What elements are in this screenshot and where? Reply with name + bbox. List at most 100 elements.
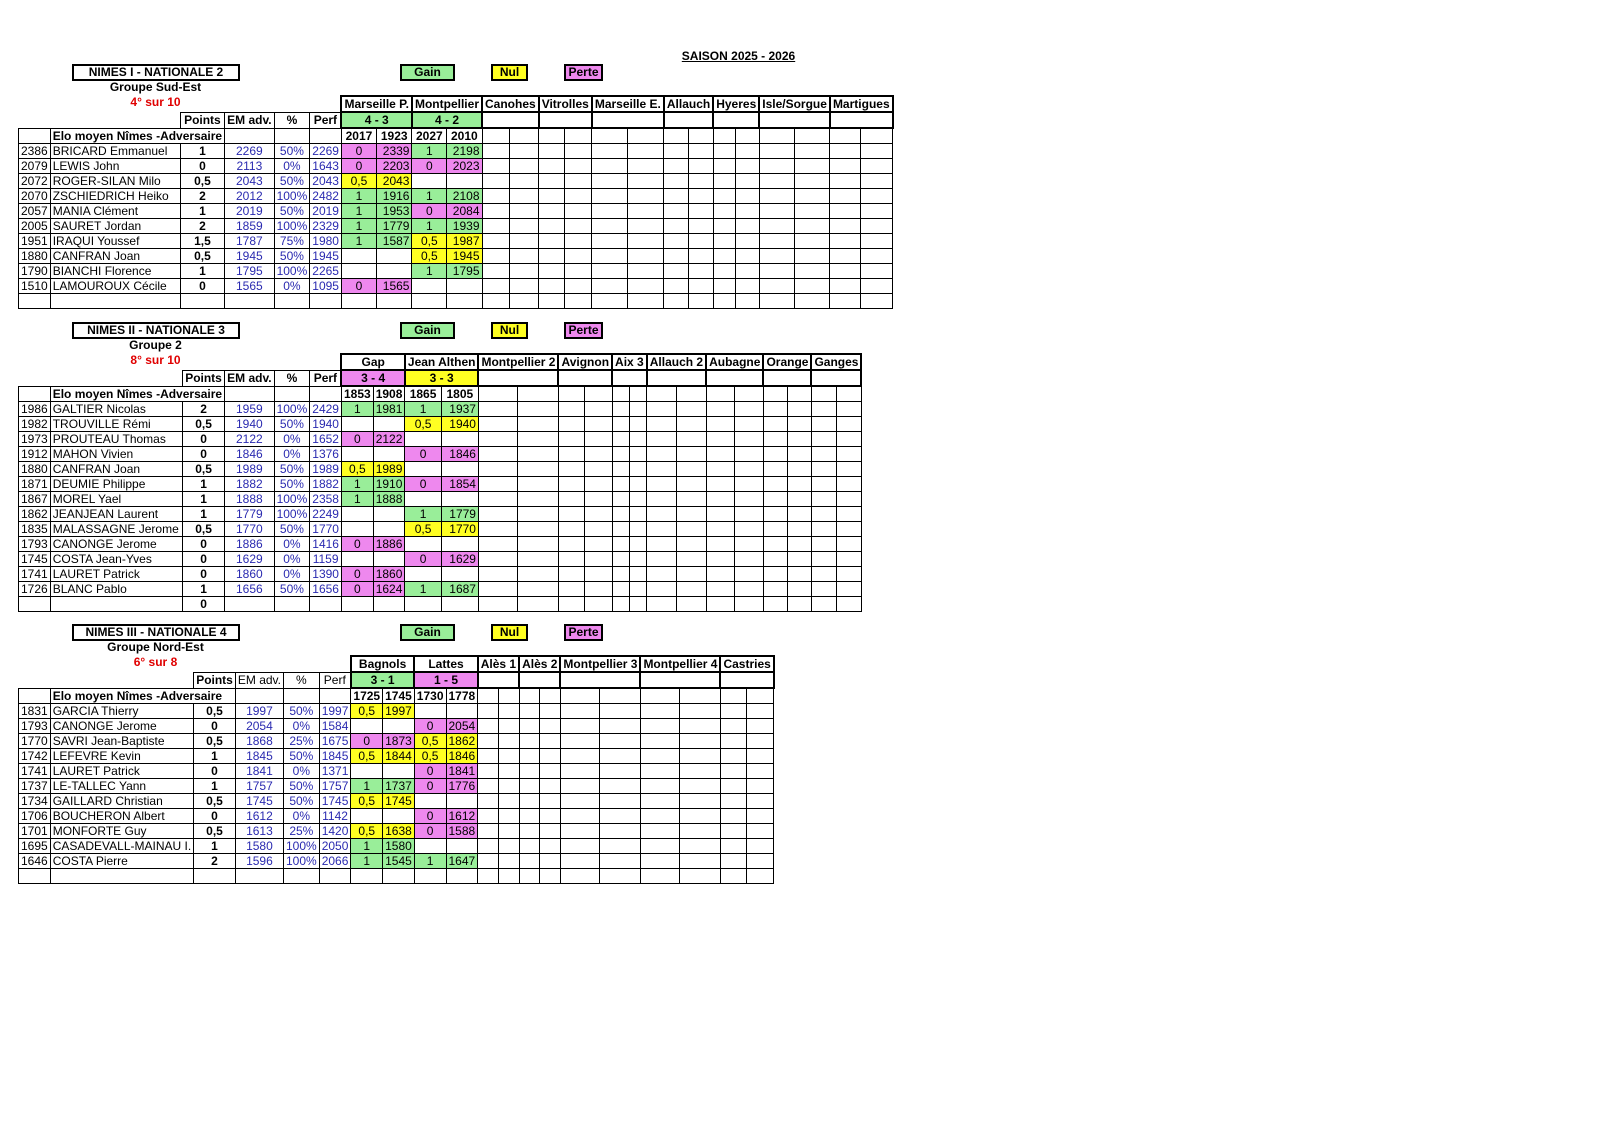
game-result: 0 (340, 278, 377, 294)
player-name: BIANCHI Florence (49, 263, 181, 279)
game-result (538, 218, 566, 234)
player-em-adv: 1846 (224, 446, 275, 462)
opponent-elo (584, 521, 613, 537)
game-result (810, 401, 837, 417)
game-result (758, 248, 795, 264)
player-name: LAMOUROUX Cécile (49, 278, 181, 294)
game-result (591, 203, 628, 219)
game-result (481, 233, 511, 249)
game-result (611, 461, 630, 477)
player-em-adv: 1841 (234, 763, 284, 779)
opponent-elo (860, 188, 894, 204)
player-row: 1706 BOUCHERON Albert 0 1612 0% 1142 0 1612 (18, 808, 775, 824)
opponent-elo (679, 868, 721, 884)
game-result (557, 506, 586, 522)
opponent-elo (445, 793, 479, 809)
opponent-elo: 1779 (440, 506, 479, 522)
match-score (828, 111, 894, 129)
player-points: 0 (181, 536, 226, 552)
game-result (557, 581, 586, 597)
opponent-elo (517, 581, 559, 597)
game-result (705, 446, 735, 462)
game-result (411, 173, 448, 189)
player-points: 2 (181, 401, 226, 417)
player-name: LEWIS John (49, 158, 181, 174)
opponent-elo (382, 868, 415, 884)
player-name: LAURET Patrick (49, 763, 195, 779)
player-pct: 50% (282, 703, 320, 719)
player-row: 1831 GARCIA Thierry 0,5 1997 50% 1997 0,5 1997 (18, 703, 775, 719)
player-name: CANFRAN Joan (49, 461, 183, 477)
player-perf (309, 293, 342, 309)
game-result (350, 718, 384, 734)
player-row: 0 (18, 596, 862, 612)
player-perf: 1675 (318, 733, 352, 749)
game-result (557, 536, 586, 552)
game-result (518, 733, 541, 749)
game-result (557, 476, 586, 492)
opponent-elo (599, 763, 641, 779)
player-name: MONFORTE Guy (49, 823, 195, 839)
player-em-adv: 2122 (224, 431, 275, 447)
opponent-elo (497, 718, 520, 734)
game-result (538, 158, 566, 174)
opponent-name: Montpellier (410, 95, 484, 113)
player-elo (18, 293, 51, 309)
game-result (404, 431, 442, 447)
player-points: 2 (193, 853, 236, 869)
opponent-elo-average (584, 385, 613, 402)
opponent-elo (539, 838, 561, 854)
opponent-elo: 1647 (445, 853, 479, 869)
game-result (611, 416, 630, 432)
player-em-adv: 1868 (234, 733, 284, 749)
elo-average-row: Elo moyen Nîmes -Adversaire 1853 1908 1865 1… (18, 385, 862, 402)
opponent-elo (628, 416, 648, 432)
season-title: SAISON 2025 - 2026 (681, 49, 796, 63)
header-perf: Perf (309, 369, 342, 387)
opponent-elo-average (599, 687, 641, 704)
player-row: 1741 LAURET Patrick 0 1841 0% 1371 0 1841 (18, 763, 775, 779)
player-elo: 1737 (18, 778, 51, 794)
player-row (18, 293, 894, 309)
game-result (477, 446, 519, 462)
game-result (559, 718, 601, 734)
opponent-elo (733, 491, 764, 507)
player-row: 1982 TROUVILLE Rémi 0,5 1940 50% 1940 0,5 1940 (18, 416, 862, 432)
opponents-row: Marseille P. Montpellier Canohes Vitrolles M… (19, 95, 894, 113)
game-result (340, 293, 377, 309)
opponent-elo (564, 203, 593, 219)
opponent-elo: 1612 (445, 808, 479, 824)
player-elo: 1701 (18, 823, 51, 839)
player-elo (18, 596, 51, 612)
player-elo: 1745 (18, 551, 51, 567)
opponent-elo (564, 173, 593, 189)
game-result: 0 (350, 733, 384, 749)
opponent-elo: 1953 (375, 203, 413, 219)
game-result (646, 431, 677, 447)
opponent-elo (539, 853, 561, 869)
match-score (518, 671, 562, 689)
player-pct: 0% (273, 566, 311, 582)
opponent-elo (746, 838, 775, 854)
player-pct: 0% (273, 431, 311, 447)
opponent-elo (509, 143, 540, 159)
game-result (477, 416, 519, 432)
player-name: MALASSAGNE Jerome (49, 521, 183, 537)
opponent-elo (372, 551, 406, 567)
player-perf: 2050 (318, 838, 352, 854)
game-result (591, 248, 628, 264)
results-table: Bagnols Lattes Alès 1 Alès 2 Montpellier 3 Mo… (18, 655, 775, 884)
game-result (719, 823, 748, 839)
player-elo: 1770 (18, 733, 51, 749)
match-score: 1 - 5 (413, 671, 479, 689)
game-result (538, 173, 566, 189)
game-result (481, 203, 511, 219)
game-result (712, 248, 737, 264)
game-result (340, 551, 374, 567)
game-result (829, 143, 862, 159)
opponent-elo (517, 476, 559, 492)
opponent-elo-average (835, 385, 862, 402)
game-result (810, 521, 837, 537)
